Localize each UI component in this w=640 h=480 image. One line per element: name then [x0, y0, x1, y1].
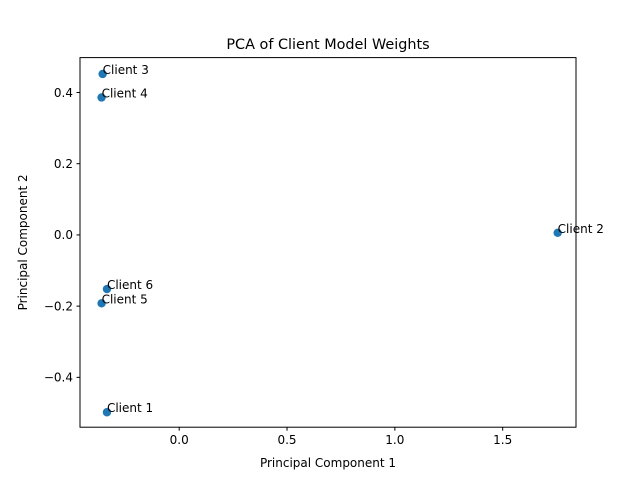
- data-point: [553, 228, 562, 237]
- point-label: Client 1: [107, 401, 153, 415]
- data-point: [102, 408, 112, 417]
- x-tick-label: 0.0: [170, 433, 189, 447]
- data-point: [97, 299, 106, 308]
- point-label: Client 2: [558, 222, 604, 236]
- data-points: Client 1 Client 2 Client 3 Client 4 Client 5…: [97, 63, 604, 417]
- x-axis: 0.0 0.5 1.0 1.5: [170, 427, 512, 447]
- x-tick-label: 1.0: [385, 433, 404, 447]
- x-axis-label: Principal Component 1: [260, 456, 396, 470]
- y-tick-label: 0.4: [54, 86, 73, 100]
- x-tick-label: 0.5: [277, 433, 296, 447]
- data-point: [98, 69, 107, 79]
- y-tick-label: −0.2: [44, 299, 73, 313]
- y-axis-label: Principal Component 2: [16, 174, 30, 310]
- point-label: Client 4: [102, 86, 148, 100]
- x-tick-label: 1.5: [493, 433, 512, 447]
- y-tick-label: 0.2: [54, 157, 73, 171]
- y-tick-label: 0.0: [54, 228, 73, 242]
- y-axis: −0.4 −0.2 0.0 0.2 0.4: [44, 86, 80, 385]
- point-label: Client 3: [103, 63, 149, 77]
- plot-frame: [79, 57, 577, 428]
- chart-title: PCA of Client Model Weights: [226, 37, 429, 53]
- point-label: Client 6: [107, 278, 153, 292]
- point-label: Client 5: [102, 292, 148, 306]
- y-tick-label: −0.4: [44, 371, 73, 385]
- data-point: [97, 93, 106, 102]
- data-point: [102, 284, 112, 294]
